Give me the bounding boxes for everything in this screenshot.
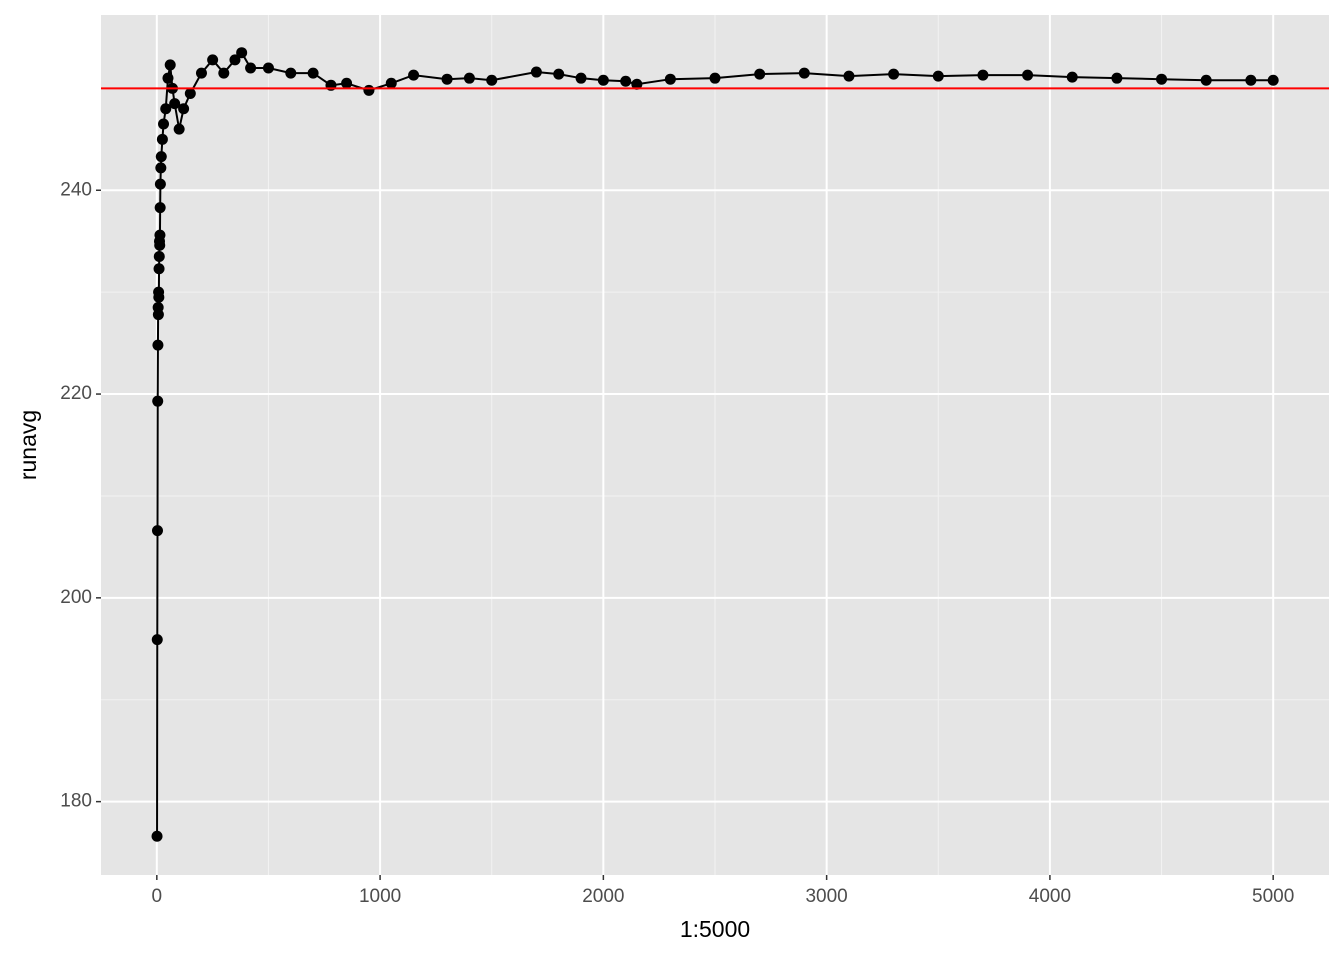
data-point bbox=[441, 73, 453, 85]
data-point bbox=[152, 395, 164, 407]
y-tick-label: 220 bbox=[60, 383, 92, 404]
data-point bbox=[307, 67, 319, 79]
data-point bbox=[195, 67, 207, 79]
data-point bbox=[1267, 74, 1279, 86]
data-point bbox=[1066, 71, 1078, 83]
data-point bbox=[597, 74, 609, 86]
data-point bbox=[154, 229, 166, 241]
data-point bbox=[151, 830, 163, 842]
data-point bbox=[553, 68, 565, 80]
marks bbox=[101, 47, 1329, 842]
data-point bbox=[153, 250, 165, 262]
y-tick-label: 240 bbox=[60, 179, 92, 200]
data-point bbox=[153, 263, 165, 275]
x-tick-label: 2000 bbox=[582, 886, 624, 907]
data-point bbox=[1022, 69, 1034, 81]
data-point bbox=[152, 339, 164, 351]
data-point bbox=[218, 67, 230, 79]
data-point bbox=[631, 78, 643, 90]
data-point bbox=[1111, 72, 1123, 84]
data-point bbox=[153, 291, 165, 303]
data-point bbox=[154, 239, 166, 251]
x-tick-label: 3000 bbox=[805, 886, 847, 907]
data-point bbox=[158, 118, 170, 130]
data-point bbox=[977, 69, 989, 81]
data-point bbox=[888, 68, 900, 80]
data-point bbox=[169, 98, 181, 110]
data-point bbox=[154, 178, 166, 190]
data-point bbox=[156, 133, 168, 145]
data-point bbox=[385, 77, 397, 89]
data-point bbox=[151, 525, 163, 537]
data-point bbox=[843, 70, 855, 82]
data-point bbox=[530, 66, 542, 78]
y-axis-title: runavg bbox=[15, 410, 41, 480]
data-point bbox=[486, 74, 498, 86]
x-tick-label: 4000 bbox=[1029, 886, 1071, 907]
data-point bbox=[236, 47, 248, 59]
data-point bbox=[152, 309, 164, 321]
data-point bbox=[932, 70, 944, 82]
data-point bbox=[184, 87, 196, 99]
data-point bbox=[463, 72, 475, 84]
data-point bbox=[245, 62, 257, 74]
data-point bbox=[155, 151, 167, 163]
data-point bbox=[620, 75, 632, 87]
data-point bbox=[709, 72, 721, 84]
x-axis-title: 1:5000 bbox=[680, 916, 750, 942]
data-point bbox=[341, 77, 353, 89]
data-point bbox=[151, 634, 163, 646]
x-tick-label: 5000 bbox=[1252, 886, 1294, 907]
data-point bbox=[164, 59, 176, 71]
x-tick-label: 0 bbox=[152, 886, 163, 907]
data-point bbox=[363, 84, 375, 96]
data-point bbox=[575, 72, 587, 84]
data-point bbox=[262, 62, 274, 74]
data-point bbox=[178, 103, 190, 115]
data-point bbox=[664, 73, 676, 85]
data-point bbox=[160, 103, 172, 115]
data-point bbox=[155, 162, 167, 174]
data-point bbox=[754, 68, 766, 80]
data-point bbox=[1156, 73, 1168, 85]
data-point bbox=[408, 69, 420, 81]
data-point bbox=[162, 72, 174, 84]
x-tick-label: 1000 bbox=[359, 886, 401, 907]
data-point bbox=[1200, 74, 1212, 86]
y-tick-label: 200 bbox=[60, 587, 92, 608]
data-point bbox=[285, 67, 297, 79]
data-point bbox=[173, 123, 185, 135]
data-point bbox=[207, 54, 219, 66]
data-point bbox=[1245, 74, 1257, 86]
data-point bbox=[229, 54, 241, 66]
data-point bbox=[154, 202, 166, 214]
data-point bbox=[798, 67, 810, 79]
y-tick-label: 180 bbox=[60, 791, 92, 812]
